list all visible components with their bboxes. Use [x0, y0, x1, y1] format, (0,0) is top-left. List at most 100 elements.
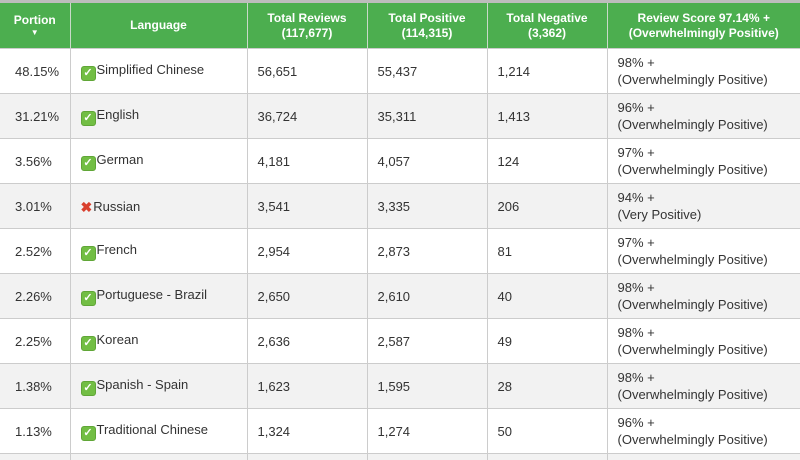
total-reviews-value: 4,181 [257, 153, 291, 169]
column-header-total-negative[interactable]: Total Negative (3,362) [487, 3, 608, 49]
language-label: Portuguese - Brazil [96, 286, 208, 302]
language-cell: ✓ Korean [70, 318, 248, 364]
review-score-cell: 98% + (Overwhelmingly Positive) [607, 48, 800, 94]
total-negative-value: 1,214 [497, 63, 531, 79]
review-score-value: 98% + [617, 370, 655, 385]
language-label: English [96, 106, 140, 122]
review-score-value: 96% + [617, 100, 655, 115]
portion-value: 31.21% [15, 108, 60, 124]
total-reviews-cell: 3,541 [247, 183, 368, 229]
portion-value: 2.26% [15, 288, 52, 304]
total-negative-value: 28 [497, 378, 512, 394]
table-footer [0, 453, 800, 460]
portion-value: 3.56% [15, 153, 52, 169]
language-cell: ✓ Portuguese - Brazil [70, 273, 248, 319]
review-language-table: Portion ▼ Language Total Reviews (117,67… [0, 3, 800, 460]
table-body: 48.15% ✓ Simplified Chinese 56,651 55,437… [0, 48, 800, 454]
language-label: Traditional Chinese [96, 421, 209, 437]
review-score-value: 94% + [617, 190, 655, 205]
review-score-cell: 94% + (Very Positive) [607, 183, 800, 229]
total-reviews-cell: 4,181 [247, 138, 368, 184]
column-header-sublabel: (114,315) [401, 25, 453, 40]
review-score-label: (Overwhelmingly Positive) [617, 432, 768, 447]
total-positive-cell: 2,610 [367, 273, 488, 319]
review-score-value: 98% + [617, 325, 655, 340]
language-label: French [96, 241, 137, 257]
total-negative-cell: 206 [487, 183, 608, 229]
language-label: Korean [96, 331, 139, 347]
total-negative-cell: 81 [487, 228, 608, 274]
column-header-label: Total Positive [388, 10, 466, 25]
language-cell: ✖Russian [70, 183, 248, 229]
language-cell: ✓ French [70, 228, 248, 274]
review-score-cell: 97% + (Overwhelmingly Positive) [607, 138, 800, 184]
review-score-label: (Overwhelmingly Positive) [617, 117, 768, 132]
total-positive-cell: 55,437 [367, 48, 488, 94]
check-icon: ✓ [80, 290, 96, 306]
portion-cell: 1.38% [0, 363, 71, 409]
total-reviews-cell: 2,954 [247, 228, 368, 274]
column-header-total-positive[interactable]: Total Positive (114,315) [367, 3, 488, 49]
column-header-label: Language [130, 18, 187, 32]
review-score-label: (Overwhelmingly Positive) [617, 342, 768, 357]
language-label: Russian [93, 198, 141, 214]
review-score-value: 98% + [617, 55, 655, 70]
total-reviews-value: 1,623 [257, 378, 291, 394]
portion-value: 2.52% [15, 243, 52, 259]
review-score-label: (Overwhelmingly Positive) [617, 72, 768, 87]
column-header-portion[interactable]: Portion ▼ [0, 3, 71, 49]
total-positive-value: 2,610 [377, 288, 411, 304]
review-score-label: (Overwhelmingly Positive) [617, 162, 768, 177]
language-cell: ✓ English [70, 93, 248, 139]
sort-desc-icon[interactable]: ▼ [30, 28, 39, 37]
total-negative-cell: 1,413 [487, 93, 608, 139]
total-negative-value: 206 [497, 198, 520, 214]
check-icon: ✓ [80, 335, 96, 351]
total-negative-value: 81 [497, 243, 512, 259]
column-header-sublabel: (3,362) [527, 25, 567, 40]
total-positive-value: 1,595 [377, 378, 411, 394]
total-positive-value: 35,311 [377, 108, 417, 124]
total-negative-value: 49 [497, 333, 512, 349]
total-reviews-value: 2,954 [257, 243, 291, 259]
table-row: 1.38% ✓ Spanish - Spain 1,623 1,595 28 98… [0, 363, 800, 409]
total-reviews-value: 3,541 [257, 198, 291, 214]
total-negative-cell: 40 [487, 273, 608, 319]
review-score-label: (Overwhelmingly Positive) [617, 252, 768, 267]
table-row: 1.13% ✓ Traditional Chinese 1,324 1,274 5… [0, 408, 800, 454]
language-label: German [96, 151, 144, 167]
x-icon: ✖ [80, 198, 93, 215]
column-header-sublabel: (117,677) [281, 25, 333, 40]
column-header-language[interactable]: Language [70, 3, 248, 49]
total-negative-value: 1,413 [497, 108, 531, 124]
portion-cell: 31.21% [0, 93, 71, 139]
portion-value: 3.01% [15, 198, 52, 214]
portion-cell: 2.52% [0, 228, 71, 274]
column-header-total-reviews[interactable]: Total Reviews (117,677) [247, 3, 368, 49]
portion-cell: 2.25% [0, 318, 71, 364]
total-positive-cell: 35,311 [367, 93, 488, 139]
review-score-value: 97% + [617, 145, 655, 160]
total-reviews-cell: 1,324 [247, 408, 368, 454]
check-icon: ✓ [80, 380, 96, 396]
total-negative-cell: 1,214 [487, 48, 608, 94]
review-score-cell: 98% + (Overwhelmingly Positive) [607, 273, 800, 319]
total-reviews-cell: 36,724 [247, 93, 368, 139]
portion-cell: 3.01% [0, 183, 71, 229]
language-cell: ✓ Simplified Chinese [70, 48, 248, 94]
language-label: Simplified Chinese [96, 61, 205, 77]
total-reviews-value: 2,636 [257, 333, 291, 349]
column-header-review-score[interactable]: Review Score 97.14% + (Overwhelmingly Po… [607, 3, 800, 49]
portion-cell: 1.13% [0, 408, 71, 454]
total-positive-cell: 1,595 [367, 363, 488, 409]
total-negative-cell: 28 [487, 363, 608, 409]
total-positive-cell: 2,873 [367, 228, 488, 274]
top-divider [0, 0, 800, 3]
total-reviews-cell: 2,650 [247, 273, 368, 319]
total-negative-cell: 124 [487, 138, 608, 184]
total-positive-cell: 3,335 [367, 183, 488, 229]
total-positive-value: 55,437 [377, 63, 418, 79]
language-cell: ✓ Traditional Chinese [70, 408, 248, 454]
column-header-label: Portion [13, 13, 56, 27]
